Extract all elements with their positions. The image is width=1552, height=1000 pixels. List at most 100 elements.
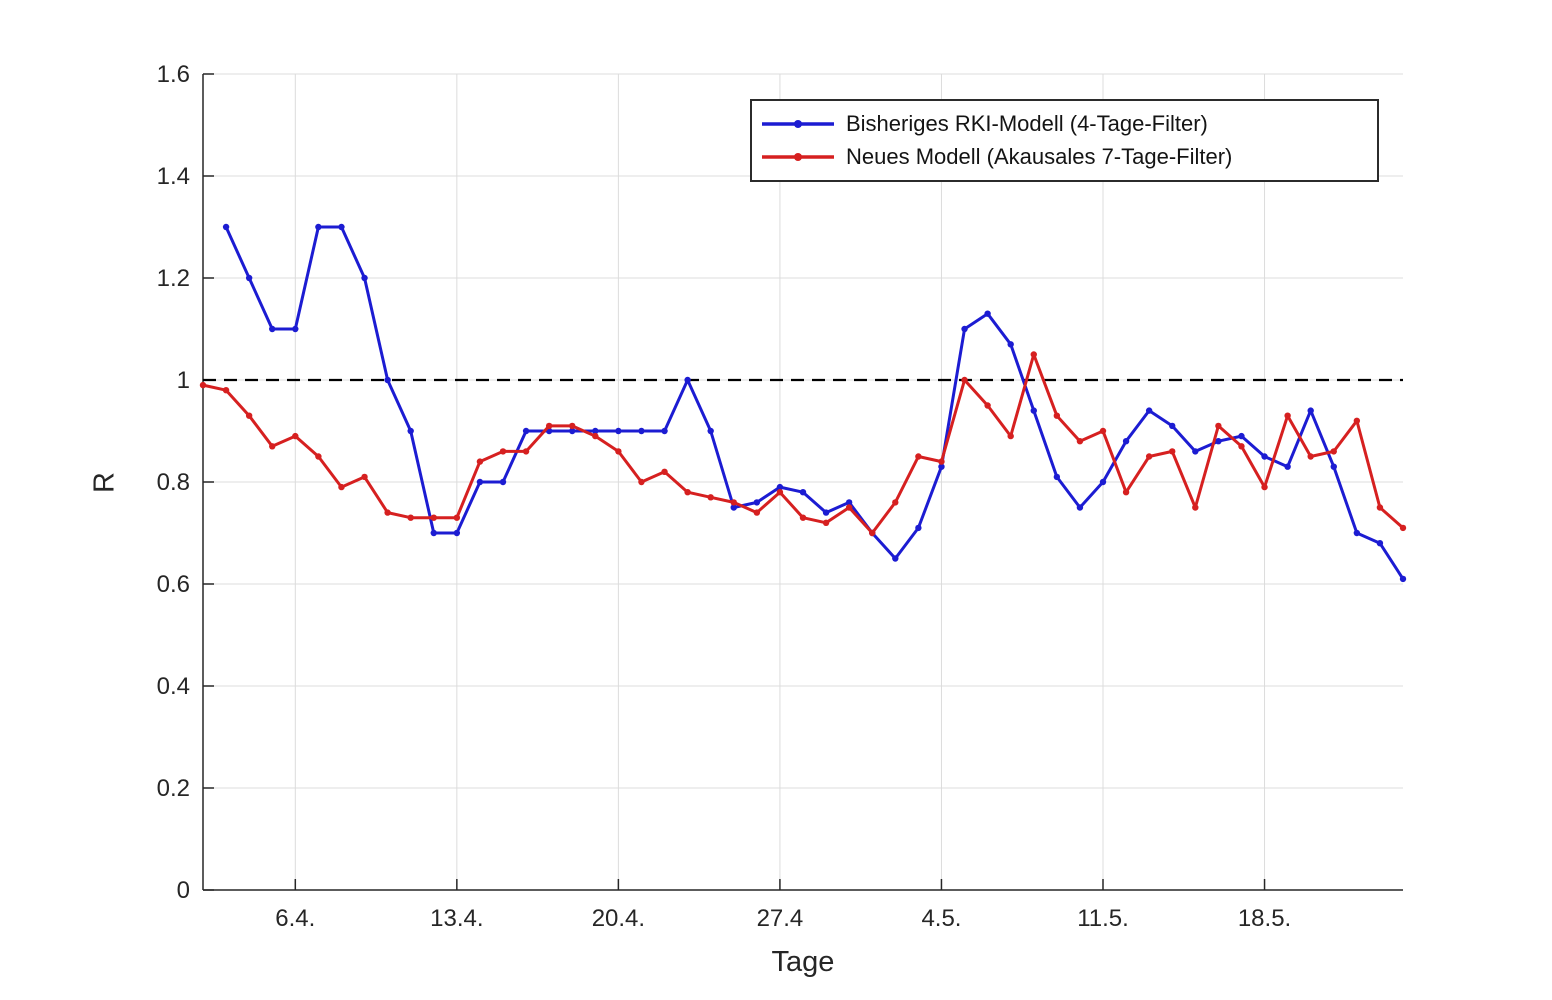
series-marker-red — [1007, 432, 1014, 440]
series-marker-red — [1192, 504, 1199, 511]
series-marker-blue — [1122, 438, 1130, 445]
series-marker-blue — [292, 325, 299, 333]
series-marker-blue — [1192, 448, 1199, 455]
x-tick-label: 4.5. — [921, 905, 961, 932]
series-marker-red — [522, 448, 530, 455]
legend-marker-red — [794, 153, 802, 161]
legend-entry-blue: Bisheriges RKI-Modell (4-Tage-Filter) — [761, 111, 1367, 137]
y-tick-label: 1.6 — [157, 61, 190, 88]
series-marker-blue — [1261, 453, 1268, 460]
series-marker-blue — [1399, 575, 1407, 583]
y-tick-label: 0.8 — [157, 469, 190, 496]
series-marker-blue — [269, 325, 276, 333]
series-marker-red — [499, 448, 507, 455]
series-marker-red — [1053, 412, 1061, 419]
series-marker-blue — [1007, 341, 1014, 348]
series-marker-red — [545, 422, 553, 430]
series-marker-red — [592, 432, 599, 440]
series-marker-red — [707, 494, 714, 501]
series-marker-blue — [915, 524, 922, 532]
series-marker-blue — [1284, 463, 1291, 470]
series-marker-blue — [638, 427, 645, 435]
series-marker-red — [1238, 443, 1245, 450]
series-marker-red — [430, 514, 437, 521]
series-marker-red — [661, 468, 668, 475]
series-marker-red — [384, 509, 391, 516]
series-marker-red — [915, 453, 922, 460]
x-tick-label: 6.4. — [275, 905, 315, 932]
series-marker-blue — [592, 427, 599, 435]
series-marker-blue — [730, 504, 737, 511]
series-marker-blue — [938, 463, 945, 470]
series-marker-blue — [499, 478, 507, 486]
series-marker-red — [1145, 453, 1153, 460]
y-tick-label: 1 — [177, 367, 190, 394]
series-marker-blue — [407, 427, 414, 435]
series-line-blue — [224, 225, 1405, 581]
series-marker-blue — [799, 489, 807, 496]
series-marker-blue — [1076, 504, 1084, 511]
series-marker-red — [338, 483, 345, 491]
legend-line-sample-blue — [762, 120, 834, 128]
series-marker-blue — [430, 529, 437, 537]
legend: Bisheriges RKI-Modell (4-Tage-Filter) Ne… — [750, 99, 1379, 182]
series-marker-blue — [707, 427, 714, 435]
series-marker-red — [776, 489, 784, 496]
y-tick-label: 0.4 — [157, 673, 190, 700]
series-marker-blue — [1376, 540, 1384, 547]
y-tick-label: 0.6 — [157, 571, 190, 598]
series-marker-blue — [1145, 407, 1153, 414]
series-marker-red — [1284, 412, 1291, 419]
series-marker-blue — [1307, 407, 1314, 414]
y-axis-label: R — [88, 472, 121, 493]
series-marker-red — [822, 519, 830, 526]
series-marker-red — [1215, 422, 1222, 430]
x-tick-label: 13.4. — [430, 905, 483, 932]
series-marker-blue — [245, 274, 253, 282]
series-marker-red — [638, 478, 645, 486]
series-marker-red — [199, 381, 207, 389]
series-marker-red — [1353, 417, 1361, 424]
series-marker-red — [1307, 453, 1314, 460]
series-marker-blue — [361, 274, 368, 282]
series-marker-red — [1261, 483, 1268, 491]
x-axis-label: Tage — [771, 946, 835, 978]
series-marker-blue — [961, 325, 968, 333]
series-marker-red — [753, 509, 761, 516]
series-marker-red — [1399, 524, 1407, 532]
series-marker-blue — [776, 483, 784, 491]
series-marker-red — [684, 489, 691, 496]
series-marker-red — [569, 422, 576, 430]
y-tick-label: 0 — [177, 877, 190, 904]
series-marker-red — [730, 499, 737, 506]
series-marker-blue — [984, 310, 991, 317]
legend-marker-blue — [794, 120, 802, 128]
series-marker-blue — [222, 223, 230, 231]
series-marker-red — [892, 499, 899, 506]
series-marker-red — [615, 448, 622, 455]
series-marker-red — [361, 473, 368, 481]
series-marker-red — [245, 412, 253, 419]
y-tick-label: 1.2 — [157, 265, 190, 292]
series-marker-blue — [338, 223, 345, 231]
series-marker-red — [1122, 489, 1130, 496]
series-marker-blue — [684, 376, 691, 384]
legend-label-blue: Bisheriges RKI-Modell (4-Tage-Filter) — [846, 111, 1208, 136]
series-marker-blue — [615, 427, 622, 435]
x-tick-label: 27.4 — [757, 905, 804, 932]
series-marker-blue — [822, 509, 830, 516]
series-marker-red — [407, 514, 414, 521]
series-marker-red — [845, 504, 853, 511]
series-marker-red — [1099, 427, 1107, 435]
series-marker-red — [938, 458, 945, 465]
series-marker-blue — [1353, 529, 1361, 537]
series-marker-red — [1030, 351, 1037, 358]
series-marker-blue — [476, 478, 484, 486]
x-tick-label: 20.4. — [592, 905, 645, 932]
series-marker-red — [476, 458, 484, 465]
series-marker-blue — [315, 223, 322, 231]
y-tick-label: 1.4 — [157, 163, 190, 190]
series-marker-blue — [1215, 438, 1222, 445]
